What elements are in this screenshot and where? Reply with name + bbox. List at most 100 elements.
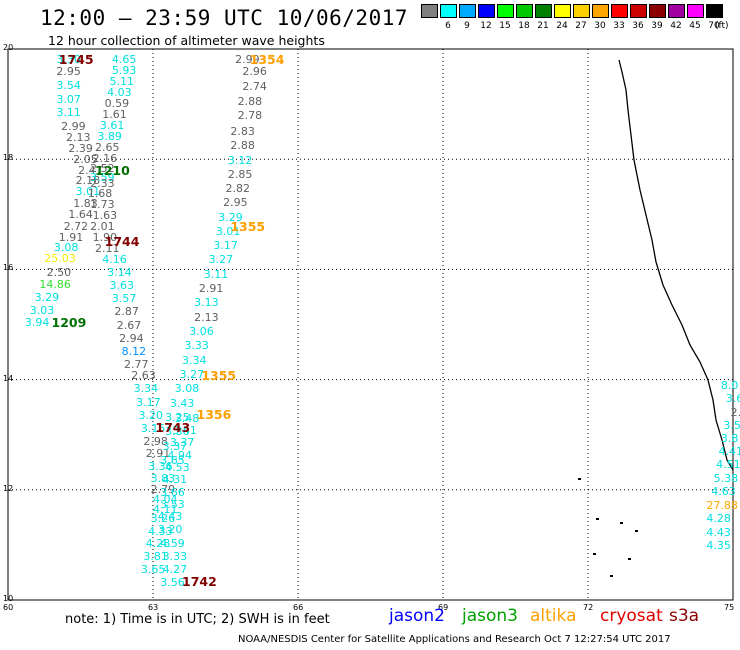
legend-swatch (497, 4, 514, 18)
wave-height-value: 4.03 (107, 85, 132, 99)
lon-tick-label: 60 (3, 603, 14, 612)
wave-height-value: 4.27 (162, 563, 188, 577)
wave-height-value: 3.59 (90, 170, 115, 184)
wave-height-value: 2.85 (227, 167, 253, 181)
island-mark (578, 478, 581, 480)
wave-height-value: 3.33 (184, 339, 209, 353)
legend-swatch (421, 4, 438, 18)
wave-height-value: 2.47 (78, 164, 103, 178)
wave-height-value: 2.74 (242, 79, 267, 93)
legend-swatch (706, 4, 723, 18)
legend-swatch (516, 4, 533, 18)
wave-height-value: 1.73 (90, 198, 115, 212)
wave-height-value: 8.0 (720, 379, 739, 393)
wave-height-value: 3.94 (24, 315, 50, 329)
wave-height-value: 2.96 (242, 65, 267, 79)
wave-height-value: 5.38 (713, 471, 739, 485)
satellite-name-cryosat: cryosat (600, 606, 663, 626)
coastline-path (618, 59, 734, 471)
wave-height-value: 3.83 (150, 471, 176, 485)
wave-height-value: 3.6 (725, 392, 740, 406)
island-mark (596, 518, 599, 520)
island-mark (628, 558, 631, 560)
wave-height-value: 4.94 (167, 448, 193, 462)
wave-height-value: 2.50 (46, 266, 72, 280)
wave-height-value: 3.11 (203, 267, 229, 281)
wave-height-value: 1.91 (58, 231, 84, 245)
wave-height-value: 1.83 (73, 197, 98, 211)
wave-height-value: 3.30 (56, 52, 81, 66)
wave-height-value: 2.98 (143, 435, 168, 449)
wave-height-value: 3.48 (174, 412, 200, 426)
wave-height-value: 2.94 (119, 331, 144, 345)
wave-height-value: 3.56 (160, 576, 185, 590)
island-mark (635, 530, 638, 532)
wave-height-value: 2.91 (145, 447, 171, 461)
wave-height-value: 2.88 (230, 138, 255, 152)
legend-swatch (459, 4, 476, 18)
lon-tick-label: 72 (583, 603, 594, 612)
wave-height-value: 3.01 (215, 224, 241, 238)
wave-height-value: 3.33 (162, 549, 188, 563)
wave-height-value: 27.88 (706, 499, 738, 513)
legend-label: 39 (651, 21, 663, 31)
legend-unit: (ft) (715, 21, 729, 31)
pass-time-label: 1356 (196, 406, 232, 422)
wave-height-value: 3.14 (107, 265, 132, 279)
coastline (578, 59, 734, 577)
wave-height-value: 1.64 (68, 208, 93, 222)
wave-height-value: 25.03 (44, 252, 76, 266)
wave-height-value: 2.79 (150, 482, 176, 496)
wave-height-value: 4.35 (706, 538, 731, 552)
wave-height-value: 2.33 (90, 177, 115, 191)
wave-height-value: 2.91 (198, 282, 224, 296)
legend-swatch (440, 4, 457, 18)
wave-height-value: 3.17 (213, 239, 238, 253)
wave-height-value: 1.61 (102, 108, 127, 122)
wave-height-value: 3.65 (140, 563, 166, 577)
wave-height-value: 2.39 (68, 142, 93, 156)
wave-height-value: 1.68 (87, 187, 113, 201)
wave-height-value: 3.13 (194, 296, 219, 310)
wave-height-value: 3.20 (138, 408, 164, 422)
wave-height-value: 3.01 (75, 185, 101, 199)
island-mark (620, 522, 623, 524)
wave-height-value: 4.63 (711, 484, 736, 498)
wave-height-value: 3.38 (165, 425, 190, 439)
legend-label: 24 (556, 21, 568, 31)
pass-time-label: 1745 (58, 51, 94, 67)
wave-height-value: 2.72 (63, 220, 89, 234)
footer-note: note: 1) Time is in UTC; 2) SWH is in fe… (65, 612, 330, 627)
wave-height-value: 5.93 (111, 63, 137, 77)
pass-time-label: 1743 (155, 419, 191, 435)
wave-height-value: 3.15 (140, 422, 166, 436)
wave-height-value: 3.03 (29, 304, 55, 318)
wave-height-value: 4.53 (165, 460, 190, 474)
wave-height-value: 3.25 (165, 411, 190, 425)
wave-height-value: 2.11 (95, 242, 120, 256)
wave-height-value: 3.12 (227, 154, 253, 168)
wave-height-value: 4.65 (111, 52, 137, 66)
wave-height-value: 3.29 (218, 210, 243, 224)
legend-label: 70 (708, 21, 720, 31)
wave-height-value: 4.28 (706, 512, 731, 526)
wave-height-value: 4.41 (718, 445, 740, 459)
wave-height-value: 3.17 (136, 395, 161, 409)
legend-swatch (687, 4, 704, 18)
wave-height-value: 3.06 (189, 325, 214, 339)
wave-height-value: 1.90 (92, 231, 118, 245)
wave-height-value: 4.31 (162, 472, 188, 486)
wave-height-value: 2.63 (131, 369, 156, 383)
wave-height-value: 3.53 (160, 498, 185, 512)
legend-label: 33 (613, 21, 625, 31)
lat-tick-label: 12 (3, 483, 14, 493)
wave-height-value: 8.12 (121, 344, 147, 358)
legend-label: 36 (632, 21, 644, 31)
wave-height-value: 2.05 (73, 153, 98, 167)
wave-height-value: 4.28 (145, 536, 171, 550)
page-title: 12:00 – 23:59 UTC 10/06/2017 (40, 6, 409, 30)
satellite-name-jason2: jason2 (389, 606, 445, 626)
wave-height-value: 3.5 (723, 418, 740, 432)
map-frame (7, 48, 734, 601)
pass-time-label: 1744 (104, 233, 140, 249)
